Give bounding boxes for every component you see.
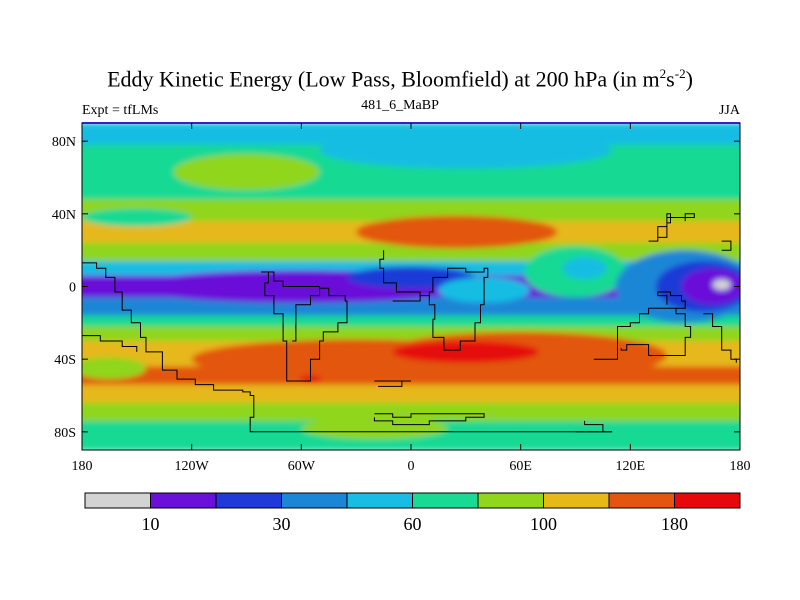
coastline-segment — [666, 213, 695, 222]
y-tick-label: 0 — [69, 281, 76, 296]
colorbar-swatch — [84, 492, 151, 509]
coastline-segment — [575, 420, 613, 433]
season-label: JJA — [718, 103, 740, 118]
field-cell — [392, 341, 539, 363]
y-tick-label: 80N — [52, 135, 76, 150]
coastline-segment — [82, 335, 138, 352]
coastline-segment — [648, 213, 671, 242]
run-label: 481_6_MaBP — [361, 98, 439, 113]
colorbar-label: 180 — [661, 514, 688, 534]
x-tick-label: 120W — [175, 459, 210, 474]
coastline-segment — [721, 240, 732, 251]
field-cell — [173, 153, 320, 191]
y-tick-label: 40S — [54, 353, 76, 368]
field-band — [82, 297, 740, 317]
chart-title: Eddy Kinetic Energy (Low Pass, Bloomfiel… — [107, 66, 693, 92]
colorbar-swatch — [150, 492, 217, 509]
contour-field — [82, 123, 740, 450]
coastline-segment — [593, 307, 692, 360]
colorbar-label: 100 — [530, 514, 557, 534]
coastline-segment — [373, 413, 485, 426]
x-tick-label: 120E — [616, 459, 646, 474]
x-tick-label: 180 — [72, 459, 93, 474]
x-tick-label: 180 — [730, 459, 751, 474]
colorbar-label: 30 — [273, 514, 291, 534]
colorbar-swatch — [346, 492, 413, 509]
colorbar-swatch — [477, 492, 544, 509]
colorbar-label: 60 — [404, 514, 422, 534]
colorbar: 10 30 60 100 180 — [84, 492, 741, 534]
field-cell — [562, 257, 607, 280]
experiment-label: Expt = tfLMs — [82, 103, 159, 118]
field-shading — [82, 123, 740, 450]
axes: 180 120W 60W 0 60E 120E 180 80N 40N 0 40S 80S — [52, 123, 751, 474]
field-cell — [681, 268, 740, 305]
coastline-segment — [374, 380, 411, 387]
colorbar-swatch — [412, 492, 479, 509]
colorbar-swatch — [674, 492, 741, 509]
x-tick-label: 60W — [288, 459, 316, 474]
field-band — [82, 384, 740, 404]
colorbar-swatch — [543, 492, 610, 509]
field-cell — [319, 132, 613, 169]
field-cell — [82, 208, 192, 227]
colorbar-swatch — [215, 492, 282, 509]
field-band — [82, 199, 740, 222]
field-cell — [347, 266, 475, 289]
x-tick-label: 0 — [408, 459, 415, 474]
field-cell — [82, 357, 146, 380]
coastline-segment — [379, 250, 489, 351]
colorbar-swatch — [281, 492, 348, 509]
field-cell — [712, 279, 731, 291]
coastline-segment — [657, 291, 686, 309]
field-band — [82, 315, 740, 327]
y-tick-label: 40N — [52, 208, 76, 223]
field-cell — [301, 417, 448, 440]
colorbar-swatch — [608, 492, 675, 509]
x-tick-label: 60E — [509, 459, 532, 474]
coastline-segment — [261, 271, 348, 382]
colorbar-label: 10 — [142, 514, 160, 534]
field-band — [82, 402, 740, 422]
y-tick-label: 80S — [54, 426, 76, 441]
coastline-segment — [82, 262, 613, 433]
field-band — [82, 326, 740, 342]
field-cell — [356, 215, 558, 249]
